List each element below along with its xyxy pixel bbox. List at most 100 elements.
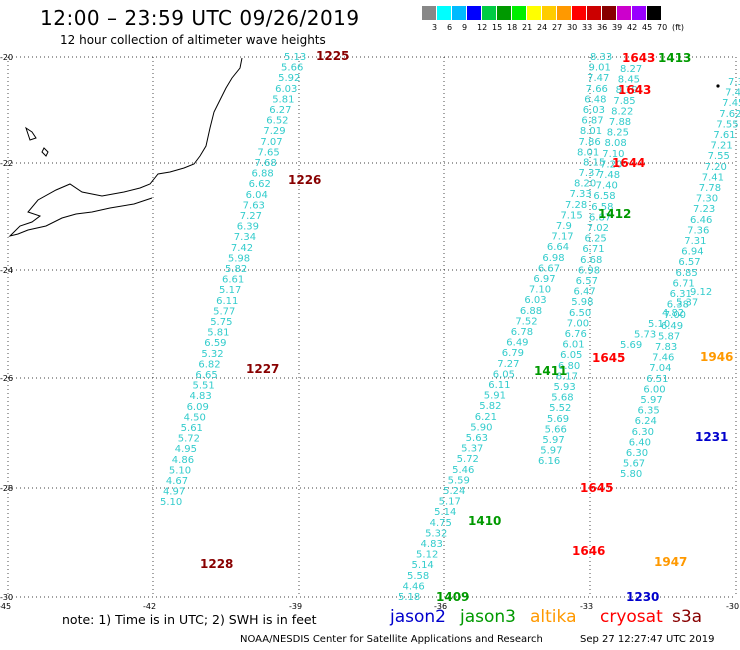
pass-time-label: 1227 <box>246 362 279 376</box>
legend-label: 18 <box>507 23 518 32</box>
legend-label: 15 <box>492 23 503 32</box>
wave-value-jason3: 6.98 <box>542 253 564 264</box>
wave-value-east: 5.97 <box>640 395 662 406</box>
wave-value-jason3: 7.33 <box>569 189 591 200</box>
wave-value-cryosat: 8.01 <box>577 147 599 158</box>
legend-swatch <box>482 6 496 20</box>
wave-value-s3a: 5.81 <box>207 328 229 339</box>
wave-value-s3a: 5.32 <box>201 349 223 360</box>
wave-value-east: 7.46 <box>652 353 674 364</box>
wave-value-east: 7.31 <box>684 236 706 247</box>
wave-value-s3a: 6.11 <box>216 296 238 307</box>
pass-time-label: 1226 <box>288 173 321 187</box>
wave-value-east: 7.04 <box>649 363 671 374</box>
wave-value-jason3: 7.10 <box>529 285 551 296</box>
wave-value-jason3: 5.91 <box>484 391 506 402</box>
pass-time-label: 1412 <box>598 207 631 221</box>
wave-value-jason3: 5.12 <box>416 550 438 561</box>
wave-value-cryosat: 6.16 <box>538 456 560 467</box>
wave-value-cryosat: 7.02 <box>587 223 609 234</box>
wave-value-cryosat: 6.58 <box>591 202 613 213</box>
legend-jason3: jason3 <box>460 607 516 627</box>
wave-value-cryosat: 7.47 <box>587 73 609 84</box>
wave-value-cryosat: 6.03 <box>583 105 605 116</box>
wave-value-s3a: 6.59 <box>204 338 226 349</box>
wave-value-east: 7.83 <box>655 342 677 353</box>
wave-value-east: 6.24 <box>635 416 657 427</box>
wave-value-jason3: 5.24 <box>443 486 465 497</box>
wave-value-s3a: 4.95 <box>175 444 197 455</box>
legend-label: 39 <box>612 23 623 32</box>
wave-value-jason3: 5.14 <box>412 560 434 571</box>
lat-label: -30 <box>0 593 13 602</box>
wave-value-s3a: 5.61 <box>181 423 203 434</box>
lat-lon-grid <box>7 56 737 598</box>
wave-value-cryosat: 8.08 <box>604 138 626 149</box>
wave-value-cryosat: 6.05 <box>560 350 582 361</box>
wave-value-east: 7.3 <box>728 77 740 88</box>
legend-cryosat: cryosat <box>600 607 663 627</box>
lon-label: -33 <box>580 602 593 611</box>
wave-value-jason3: 5.37 <box>461 444 483 455</box>
wave-value-jason3: 6.21 <box>475 412 497 423</box>
lat-label: -20 <box>0 53 13 62</box>
wave-value-east: 5.80 <box>620 469 642 480</box>
wave-value-cryosat: 5.68 <box>551 393 573 404</box>
wave-value-jason3: 7.15 <box>560 210 582 221</box>
wave-value-east: 7.20 <box>705 162 727 173</box>
pass-time-label: 1646 <box>572 544 605 558</box>
wave-value-jason3: 5.90 <box>470 422 492 433</box>
wave-value-s3a: 7.34 <box>234 232 256 243</box>
wave-value-jason3: 7.52 <box>515 316 537 327</box>
track-labels: 5.135.665.926.035.816.276.527.297.077.65… <box>160 49 740 604</box>
wave-value-cryosat: 6.50 <box>569 308 591 319</box>
lon-label: -36 <box>434 602 447 611</box>
wave-value-cryosat: 7.40 <box>596 181 618 192</box>
legend-label: 21 <box>522 23 533 32</box>
legend-swatch <box>557 6 571 20</box>
wave-value-east: 6.46 <box>690 215 712 226</box>
wave-value-jason3: 6.64 <box>547 242 569 253</box>
wave-value-jason3: 6.05 <box>493 369 515 380</box>
timestamp-text: Sep 27 12:27:47 UTC 2019 <box>580 634 715 645</box>
wave-value-east: 7.30 <box>696 194 718 205</box>
wave-value-s3a: 5.82 <box>225 264 247 275</box>
wave-value-s3a: 4.50 <box>184 412 206 423</box>
legend-label: 33 <box>582 23 593 32</box>
wave-value-cryosat: 8.33 <box>590 52 612 63</box>
legend-label: 3 <box>432 23 438 32</box>
wave-value-s3a: 7.65 <box>257 147 279 158</box>
legend-label: 24 <box>537 23 548 32</box>
wave-value-east: 7.41 <box>702 172 724 183</box>
wave-value-s3a: 7.29 <box>263 126 285 137</box>
wave-value-cryosat: 6.98 <box>578 265 600 276</box>
wave-value-s3a: 5.98 <box>228 253 250 264</box>
wave-value-s3a: 6.09 <box>187 402 209 413</box>
wave-value-cryosat: 7.48 <box>598 170 620 181</box>
pass-time-label: 1411 <box>534 364 567 378</box>
wave-value-cryosat: 6.01 <box>562 340 584 351</box>
wave-value-s3a: 6.61 <box>222 275 244 286</box>
map-title: 12:00 – 23:59 UTC 09/26/2019 <box>40 6 360 30</box>
wave-value-s3a: 7.07 <box>260 137 282 148</box>
legend-label: 45 <box>642 23 653 32</box>
wave-value-east: 5.67 <box>623 459 645 470</box>
legend-s3a: s3a <box>672 607 703 627</box>
wave-value-east: 7.55 <box>708 151 730 162</box>
wave-value-east: 7.45 <box>722 98 740 109</box>
wave-value-jason3: 6.79 <box>502 348 524 359</box>
wave-value-s3a: 6.88 <box>252 169 274 180</box>
wave-value-cryosat: 5.93 <box>554 382 576 393</box>
wave-value-jason3: 4.75 <box>430 518 452 529</box>
lat-label: -28 <box>0 484 13 493</box>
wave-value-cryosat: 6.87 <box>589 212 611 223</box>
wave-value-jason3: 5.14 <box>434 507 456 518</box>
pass-time-label: 1643 <box>622 51 655 65</box>
wave-value-s3a: 7.63 <box>243 200 265 211</box>
wave-value-east: 6.85 <box>675 268 697 279</box>
lon-label: -39 <box>289 602 302 611</box>
wave-value-cryosat: 8.22 <box>611 106 633 117</box>
legend-swatch <box>647 6 661 20</box>
wave-value-cryosat: 6.58 <box>593 191 615 202</box>
